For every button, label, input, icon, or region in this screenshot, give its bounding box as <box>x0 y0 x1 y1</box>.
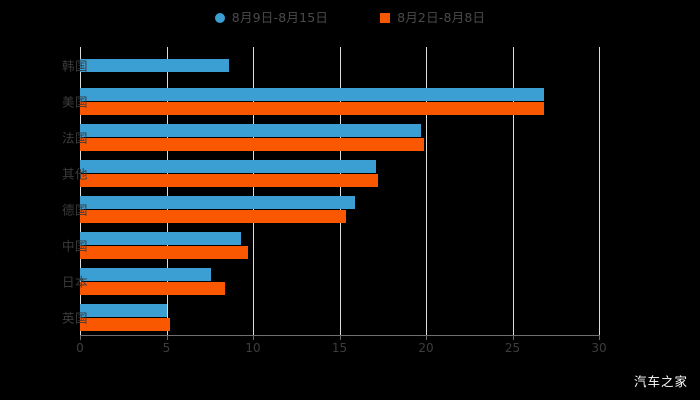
bar[interactable] <box>80 58 229 72</box>
bar[interactable] <box>80 159 376 173</box>
y-axis-category-label: 美国 <box>61 94 88 110</box>
x-axis-tick <box>253 335 254 340</box>
y-axis-category-label: 法国 <box>61 130 88 146</box>
bar[interactable] <box>80 317 170 331</box>
bar[interactable] <box>80 245 248 259</box>
x-axis-tick-label: 20 <box>418 341 434 355</box>
y-axis-category-label: 日本 <box>61 274 88 290</box>
x-axis-tick-label: 25 <box>504 341 521 355</box>
square-icon <box>380 13 391 23</box>
bar[interactable] <box>80 123 421 137</box>
gridline <box>80 47 81 335</box>
gridline <box>512 47 514 335</box>
y-axis-category-label: 其他 <box>61 166 88 182</box>
x-axis-tick <box>599 335 600 340</box>
gridline <box>253 47 254 335</box>
gridline <box>339 47 341 335</box>
y-axis-category-label: 英国 <box>61 310 88 326</box>
bar[interactable] <box>80 303 167 317</box>
legend-item-series1[interactable]: 8月9日-8月15日 <box>214 9 329 25</box>
chart-legend: 8月9日-8月15日 8月2日-8月8日 <box>0 6 700 30</box>
bar[interactable] <box>80 195 356 209</box>
x-axis-tick-label: 10 <box>245 341 261 355</box>
bar[interactable] <box>80 101 544 115</box>
gridline <box>166 47 168 335</box>
bar[interactable] <box>80 137 425 151</box>
legend-item-series2[interactable]: 8月2日-8月8日 <box>380 9 486 25</box>
x-axis-tick <box>80 335 81 340</box>
x-axis-tick <box>166 335 168 340</box>
legend-label-series1: 8月9日-8月15日 <box>231 9 329 25</box>
gridline <box>599 47 600 335</box>
y-axis-category-label: 韩国 <box>61 58 88 74</box>
x-axis-tick-label: 0 <box>76 341 84 355</box>
x-axis-tick-label: 15 <box>331 341 348 355</box>
bar[interactable] <box>80 267 212 281</box>
bar[interactable] <box>80 173 378 187</box>
x-axis-tick <box>426 335 427 340</box>
plot-area <box>80 47 600 335</box>
x-axis-tick <box>512 335 514 340</box>
bar[interactable] <box>80 209 347 223</box>
x-axis-tick-label: 30 <box>591 341 607 355</box>
x-axis-tick <box>339 335 341 340</box>
bar[interactable] <box>80 231 241 245</box>
x-axis-tick-label: 5 <box>162 341 171 355</box>
watermark: 汽车之家 <box>633 374 688 389</box>
bar[interactable] <box>80 281 226 295</box>
gridline <box>426 47 427 335</box>
circle-icon <box>214 13 225 23</box>
y-axis-category-label: 中国 <box>61 238 88 254</box>
legend-label-series2: 8月2日-8月8日 <box>397 9 486 25</box>
y-axis-category-label: 德国 <box>61 202 88 218</box>
bar[interactable] <box>80 87 544 101</box>
